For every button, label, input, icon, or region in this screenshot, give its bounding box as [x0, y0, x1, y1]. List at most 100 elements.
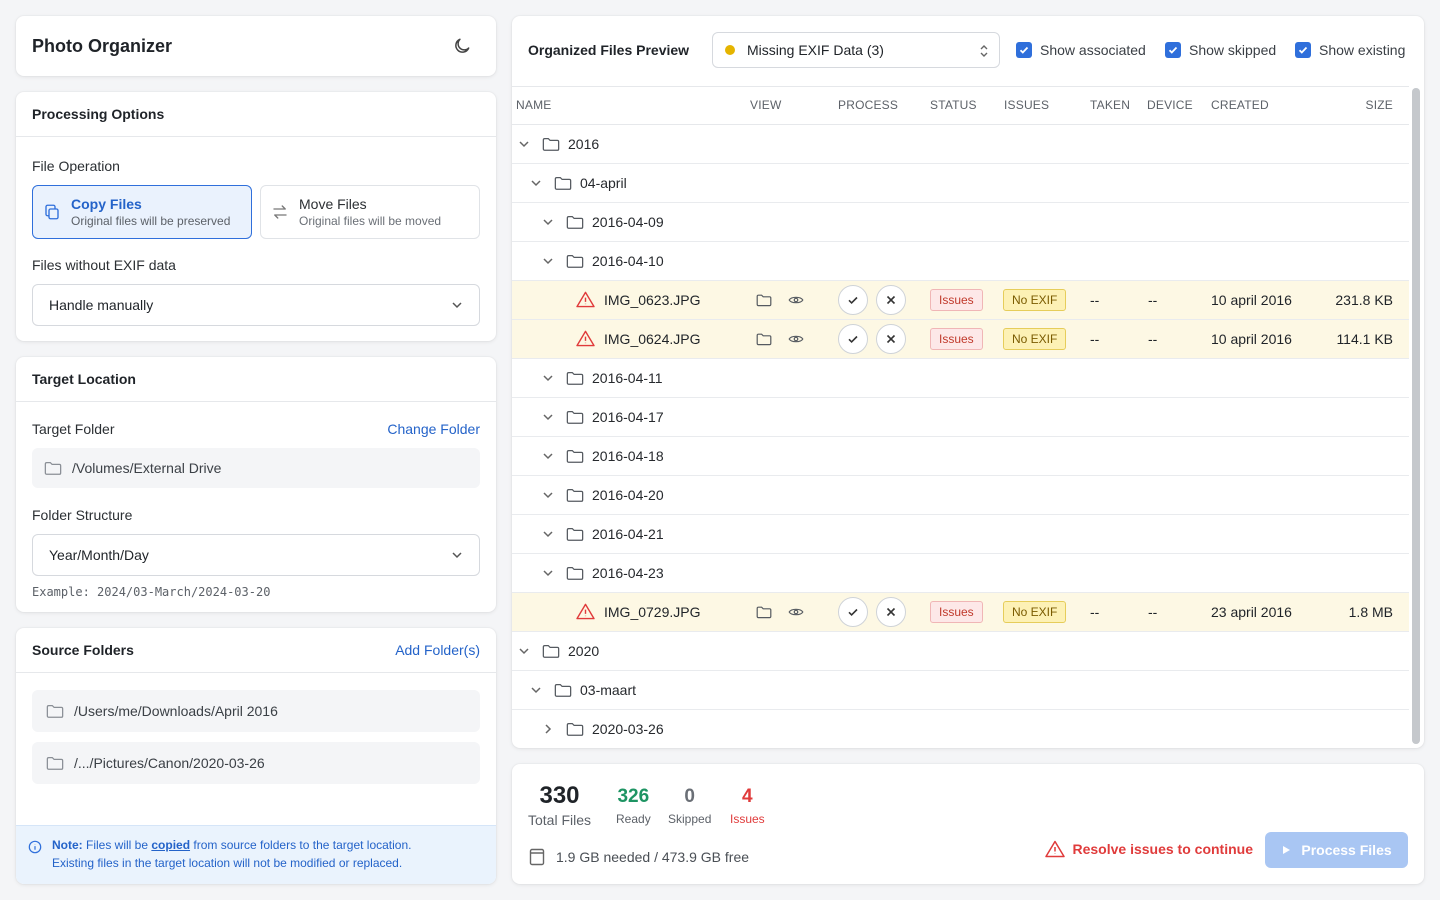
folder-row[interactable]: 2016-04-18 [512, 437, 1409, 476]
chevron-down-icon[interactable] [542, 489, 554, 501]
folder-row[interactable]: 2016-04-20 [512, 476, 1409, 515]
chevron-down-icon[interactable] [530, 684, 542, 696]
issue-filter-select[interactable]: Missing EXIF Data (3) [712, 32, 1000, 68]
copy-icon [43, 203, 61, 221]
note-text-b: from source folders to the target locati… [190, 838, 412, 852]
chevron-down-icon[interactable] [518, 138, 530, 150]
issue-badge: No EXIF [1003, 328, 1067, 350]
target-location-title: Target Location [32, 371, 136, 387]
folder-row[interactable]: 03-maart [512, 671, 1409, 710]
created-value: 10 april 2016 [1211, 292, 1292, 308]
open-folder-icon[interactable] [756, 332, 772, 346]
accept-button[interactable] [838, 285, 868, 315]
chevron-down-icon[interactable] [542, 567, 554, 579]
copy-files-option[interactable]: Copy Files Original files will be preser… [32, 185, 252, 239]
disk-space: 1.9 GB needed / 473.9 GB free [528, 848, 749, 866]
filter-status-dot [725, 45, 735, 55]
scrollbar-thumb[interactable] [1412, 88, 1420, 744]
show-existing-toggle[interactable]: Show existing [1295, 42, 1405, 58]
folder-row[interactable]: 04-april [512, 164, 1409, 203]
chevron-down-icon[interactable] [530, 177, 542, 189]
folder-row[interactable]: 2016 [512, 125, 1409, 164]
chevron-down-icon[interactable] [542, 216, 554, 228]
folder-structure-value: Year/Month/Day [49, 547, 149, 563]
file-row[interactable]: IMG_0624.JPG Issues No EXIF -- -- 10 april 20… [512, 320, 1409, 359]
preview-eye-icon[interactable] [788, 293, 804, 307]
chevron-down-icon[interactable] [542, 411, 554, 423]
chevron-down-icon[interactable] [542, 450, 554, 462]
chevron-down-icon[interactable] [542, 528, 554, 540]
chevron-down-icon[interactable] [542, 372, 554, 384]
source-folders-title: Source Folders [32, 642, 134, 658]
preview-eye-icon[interactable] [788, 332, 804, 346]
vertical-scrollbar[interactable] [1412, 88, 1420, 744]
size-value: 1.8 MB [1348, 604, 1393, 620]
folder-row[interactable]: 2020 [512, 632, 1409, 671]
no-exif-select[interactable]: Handle manually [32, 284, 480, 326]
folder-icon [554, 175, 572, 191]
no-exif-label: Files without EXIF data [32, 257, 176, 273]
open-folder-icon[interactable] [756, 605, 772, 619]
folder-row[interactable]: 2016-04-23 [512, 554, 1409, 593]
info-icon [28, 840, 42, 854]
warning-icon [576, 603, 595, 620]
folder-label: 2020-03-26 [592, 721, 664, 737]
folder-row[interactable]: 2016-04-10 [512, 242, 1409, 281]
folder-label: 2016-04-18 [592, 448, 664, 464]
source-folder-item[interactable]: /.../Pictures/Canon/2020-03-26 [32, 742, 480, 784]
stat-issues: 4 Issues [730, 786, 765, 826]
processing-options-header: Processing Options [16, 92, 496, 137]
issue-badge: No EXIF [1003, 289, 1067, 311]
folder-row[interactable]: 2016-04-21 [512, 515, 1409, 554]
chevron-down-icon[interactable] [542, 255, 554, 267]
source-folders-header: Source Folders Add Folder(s) [16, 628, 496, 673]
reject-button[interactable] [876, 285, 906, 315]
chevron-down-icon[interactable] [518, 645, 530, 657]
folder-structure-select[interactable]: Year/Month/Day [32, 534, 480, 576]
app-header-card: Photo Organizer [16, 16, 496, 76]
folder-label: 2016-04-11 [592, 370, 663, 386]
target-folder-path: /Volumes/External Drive [32, 448, 480, 488]
add-folders-link[interactable]: Add Folder(s) [395, 642, 480, 658]
reject-button[interactable] [876, 324, 906, 354]
taken-value: -- [1090, 331, 1100, 347]
process-files-button[interactable]: Process Files [1265, 832, 1408, 868]
folder-label: 03-maart [580, 682, 637, 698]
reject-button[interactable] [876, 597, 906, 627]
stat-issues-value: 4 [742, 786, 753, 807]
folder-row[interactable]: 2020-03-26 [512, 710, 1409, 748]
folder-icon [566, 487, 584, 503]
open-folder-icon[interactable] [756, 293, 772, 307]
created-value: 10 april 2016 [1211, 331, 1292, 347]
accept-button[interactable] [838, 597, 868, 627]
accept-button[interactable] [838, 324, 868, 354]
moon-icon[interactable] [452, 36, 480, 56]
show-associated-toggle[interactable]: Show associated [1016, 42, 1146, 58]
source-folders-card: Source Folders Add Folder(s) /Users/me/D… [16, 628, 496, 884]
chevron-down-icon [451, 299, 463, 311]
show-skipped-toggle[interactable]: Show skipped [1165, 42, 1276, 58]
file-row[interactable]: IMG_0729.JPG Issues No EXIF -- -- 23 april 20… [512, 593, 1409, 632]
resolve-issues-message: Resolve issues to continue [1044, 840, 1253, 858]
folder-icon [542, 136, 560, 152]
file-name: IMG_0729.JPG [604, 604, 701, 620]
warning-icon [576, 330, 595, 347]
target-folder-label: Target Folder [32, 421, 115, 437]
stat-total: 330 Total Files [528, 782, 591, 828]
source-folder-item[interactable]: /Users/me/Downloads/April 2016 [32, 690, 480, 732]
folder-icon [566, 526, 584, 542]
move-files-option[interactable]: Move Files Original files will be moved [260, 185, 480, 239]
folder-row[interactable]: 2016-04-09 [512, 203, 1409, 242]
folder-label: 2016-04-20 [592, 487, 664, 503]
target-location-header: Target Location [16, 357, 496, 402]
file-row[interactable]: IMG_0623.JPG Issues No EXIF -- -- 10 april 20… [512, 281, 1409, 320]
chevron-right-icon[interactable] [542, 723, 554, 735]
folder-row[interactable]: 2016-04-17 [512, 398, 1409, 437]
status-badge: Issues [930, 289, 983, 311]
change-folder-link[interactable]: Change Folder [387, 421, 480, 437]
folder-row[interactable]: 2016-04-11 [512, 359, 1409, 398]
folder-label: 2016 [568, 136, 600, 152]
preview-eye-icon[interactable] [788, 605, 804, 619]
stat-ready-label: Ready [616, 812, 651, 826]
folder-icon [46, 755, 64, 771]
